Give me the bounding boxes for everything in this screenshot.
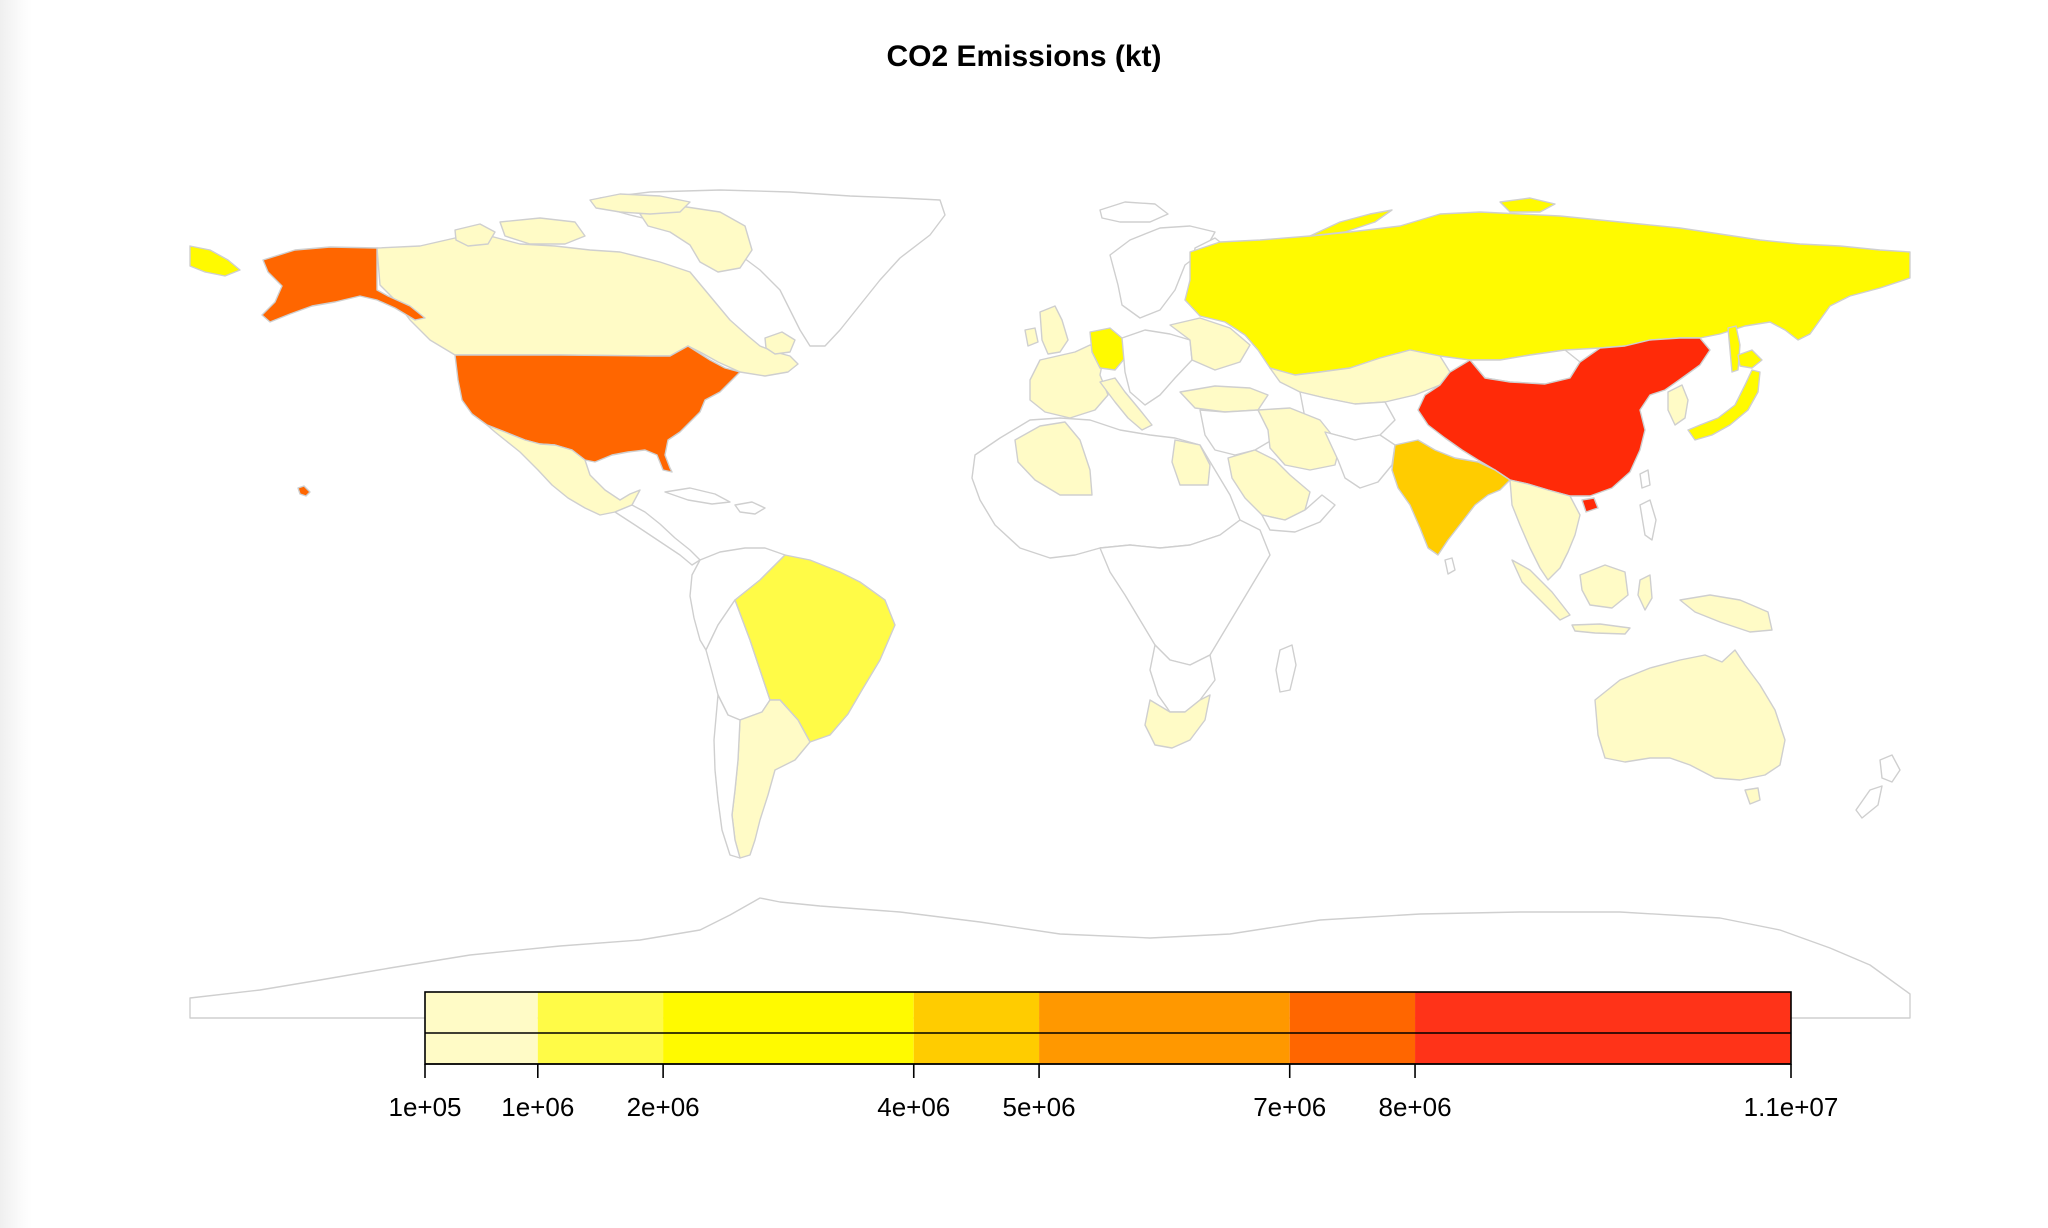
land-yemen-oman bbox=[1261, 494, 1336, 533]
land-afghanistan-pakistan bbox=[1324, 431, 1396, 489]
land-italy bbox=[1099, 377, 1153, 431]
land-russia-sakhalin bbox=[1727, 325, 1741, 373]
land-hispaniola bbox=[734, 501, 766, 515]
legend-tick-label: 1e+06 bbox=[501, 1092, 574, 1122]
land-borneo bbox=[1579, 564, 1629, 609]
land-korea bbox=[1667, 384, 1689, 426]
land-australia bbox=[1594, 649, 1786, 781]
legend-bin bbox=[663, 992, 914, 1064]
legend-bins bbox=[425, 992, 1791, 1064]
land-ukraine-belarus bbox=[1169, 317, 1251, 371]
land-china-hainan bbox=[1581, 497, 1599, 513]
land-sulawesi-new-guinea bbox=[1637, 574, 1773, 633]
land-hawaii bbox=[297, 485, 311, 497]
left-gutter bbox=[0, 0, 32, 1228]
legend-bin bbox=[1289, 992, 1416, 1064]
land-russia-severnaya bbox=[1499, 197, 1556, 213]
legend-tick-label: 8e+06 bbox=[1379, 1092, 1452, 1122]
land-western-europe bbox=[1029, 344, 1109, 419]
land-canada-victoria bbox=[499, 217, 586, 245]
land-russia bbox=[1184, 211, 1911, 376]
legend-bin bbox=[537, 992, 664, 1064]
land-canada-banks bbox=[454, 223, 496, 247]
legend-tick-label: 1e+05 bbox=[388, 1092, 461, 1122]
land-canada-ellesmere bbox=[589, 193, 691, 215]
land-madagascar bbox=[1275, 644, 1297, 693]
land-egypt bbox=[1171, 439, 1211, 486]
legend-ticks: 1e+05 1e+06 2e+06 4e+06 5e+06 7e+06 8e+06 1.1e+… bbox=[388, 1064, 1838, 1122]
legend-tick-label: 2e+06 bbox=[627, 1092, 700, 1122]
land-japan bbox=[1687, 369, 1761, 441]
land-new-zealand bbox=[1855, 754, 1901, 819]
land-eastern-europe bbox=[1121, 329, 1193, 406]
legend-bin bbox=[913, 992, 1040, 1064]
land-java bbox=[1571, 623, 1631, 635]
map-title: CO2 Emissions (kt) bbox=[886, 40, 1162, 73]
land-south-africa bbox=[1144, 694, 1211, 749]
legend-tick-label: 4e+06 bbox=[877, 1092, 950, 1122]
land-iran bbox=[1257, 407, 1341, 471]
land-uk bbox=[1039, 305, 1069, 355]
land-germany bbox=[1089, 327, 1126, 371]
land-north-africa bbox=[971, 417, 1241, 559]
legend-bin bbox=[1039, 992, 1290, 1064]
land-central-africa bbox=[1099, 519, 1271, 666]
land-philippines bbox=[1639, 499, 1657, 541]
land-algeria bbox=[1014, 421, 1093, 496]
land-brazil bbox=[734, 554, 896, 743]
land-iceland bbox=[1099, 201, 1169, 223]
land-middle-east bbox=[1199, 409, 1273, 456]
land-argentina bbox=[731, 699, 811, 859]
land-canada-baffin bbox=[639, 205, 753, 273]
land-alaska bbox=[261, 246, 426, 323]
land-southeast-asia bbox=[1509, 479, 1581, 581]
land-japan-hokkaido bbox=[1737, 349, 1763, 369]
land-antarctica bbox=[189, 897, 1911, 1019]
land-cuba bbox=[664, 487, 731, 505]
land-sri-lanka bbox=[1444, 557, 1456, 575]
land-tasmania bbox=[1744, 787, 1761, 805]
land-mexico bbox=[486, 424, 641, 516]
land-ireland bbox=[1024, 327, 1039, 347]
legend-tick-label: 1.1e+07 bbox=[1744, 1092, 1839, 1122]
land-central-america bbox=[614, 504, 701, 566]
legend-tick-label: 5e+06 bbox=[1003, 1092, 1076, 1122]
legend-bin bbox=[1415, 992, 1791, 1064]
land-russia-novaya-zemlya bbox=[1309, 209, 1393, 237]
legend-bin bbox=[425, 992, 538, 1064]
land-scandinavia bbox=[1109, 225, 1216, 319]
land-sumatra bbox=[1511, 559, 1571, 621]
land-india bbox=[1391, 439, 1511, 556]
land-canada-newfoundland bbox=[764, 331, 796, 355]
legend-tick-label: 7e+06 bbox=[1253, 1092, 1326, 1122]
land-turkey bbox=[1179, 385, 1269, 413]
land-taiwan bbox=[1639, 469, 1651, 489]
land-usa bbox=[454, 345, 741, 473]
land-russia-chukotka-west bbox=[189, 245, 241, 277]
color-legend: 1e+05 1e+06 2e+06 4e+06 5e+06 7e+06 8e+06 1.1e+… bbox=[388, 991, 1838, 1122]
land-chile bbox=[713, 694, 741, 859]
land-china bbox=[1417, 337, 1711, 497]
